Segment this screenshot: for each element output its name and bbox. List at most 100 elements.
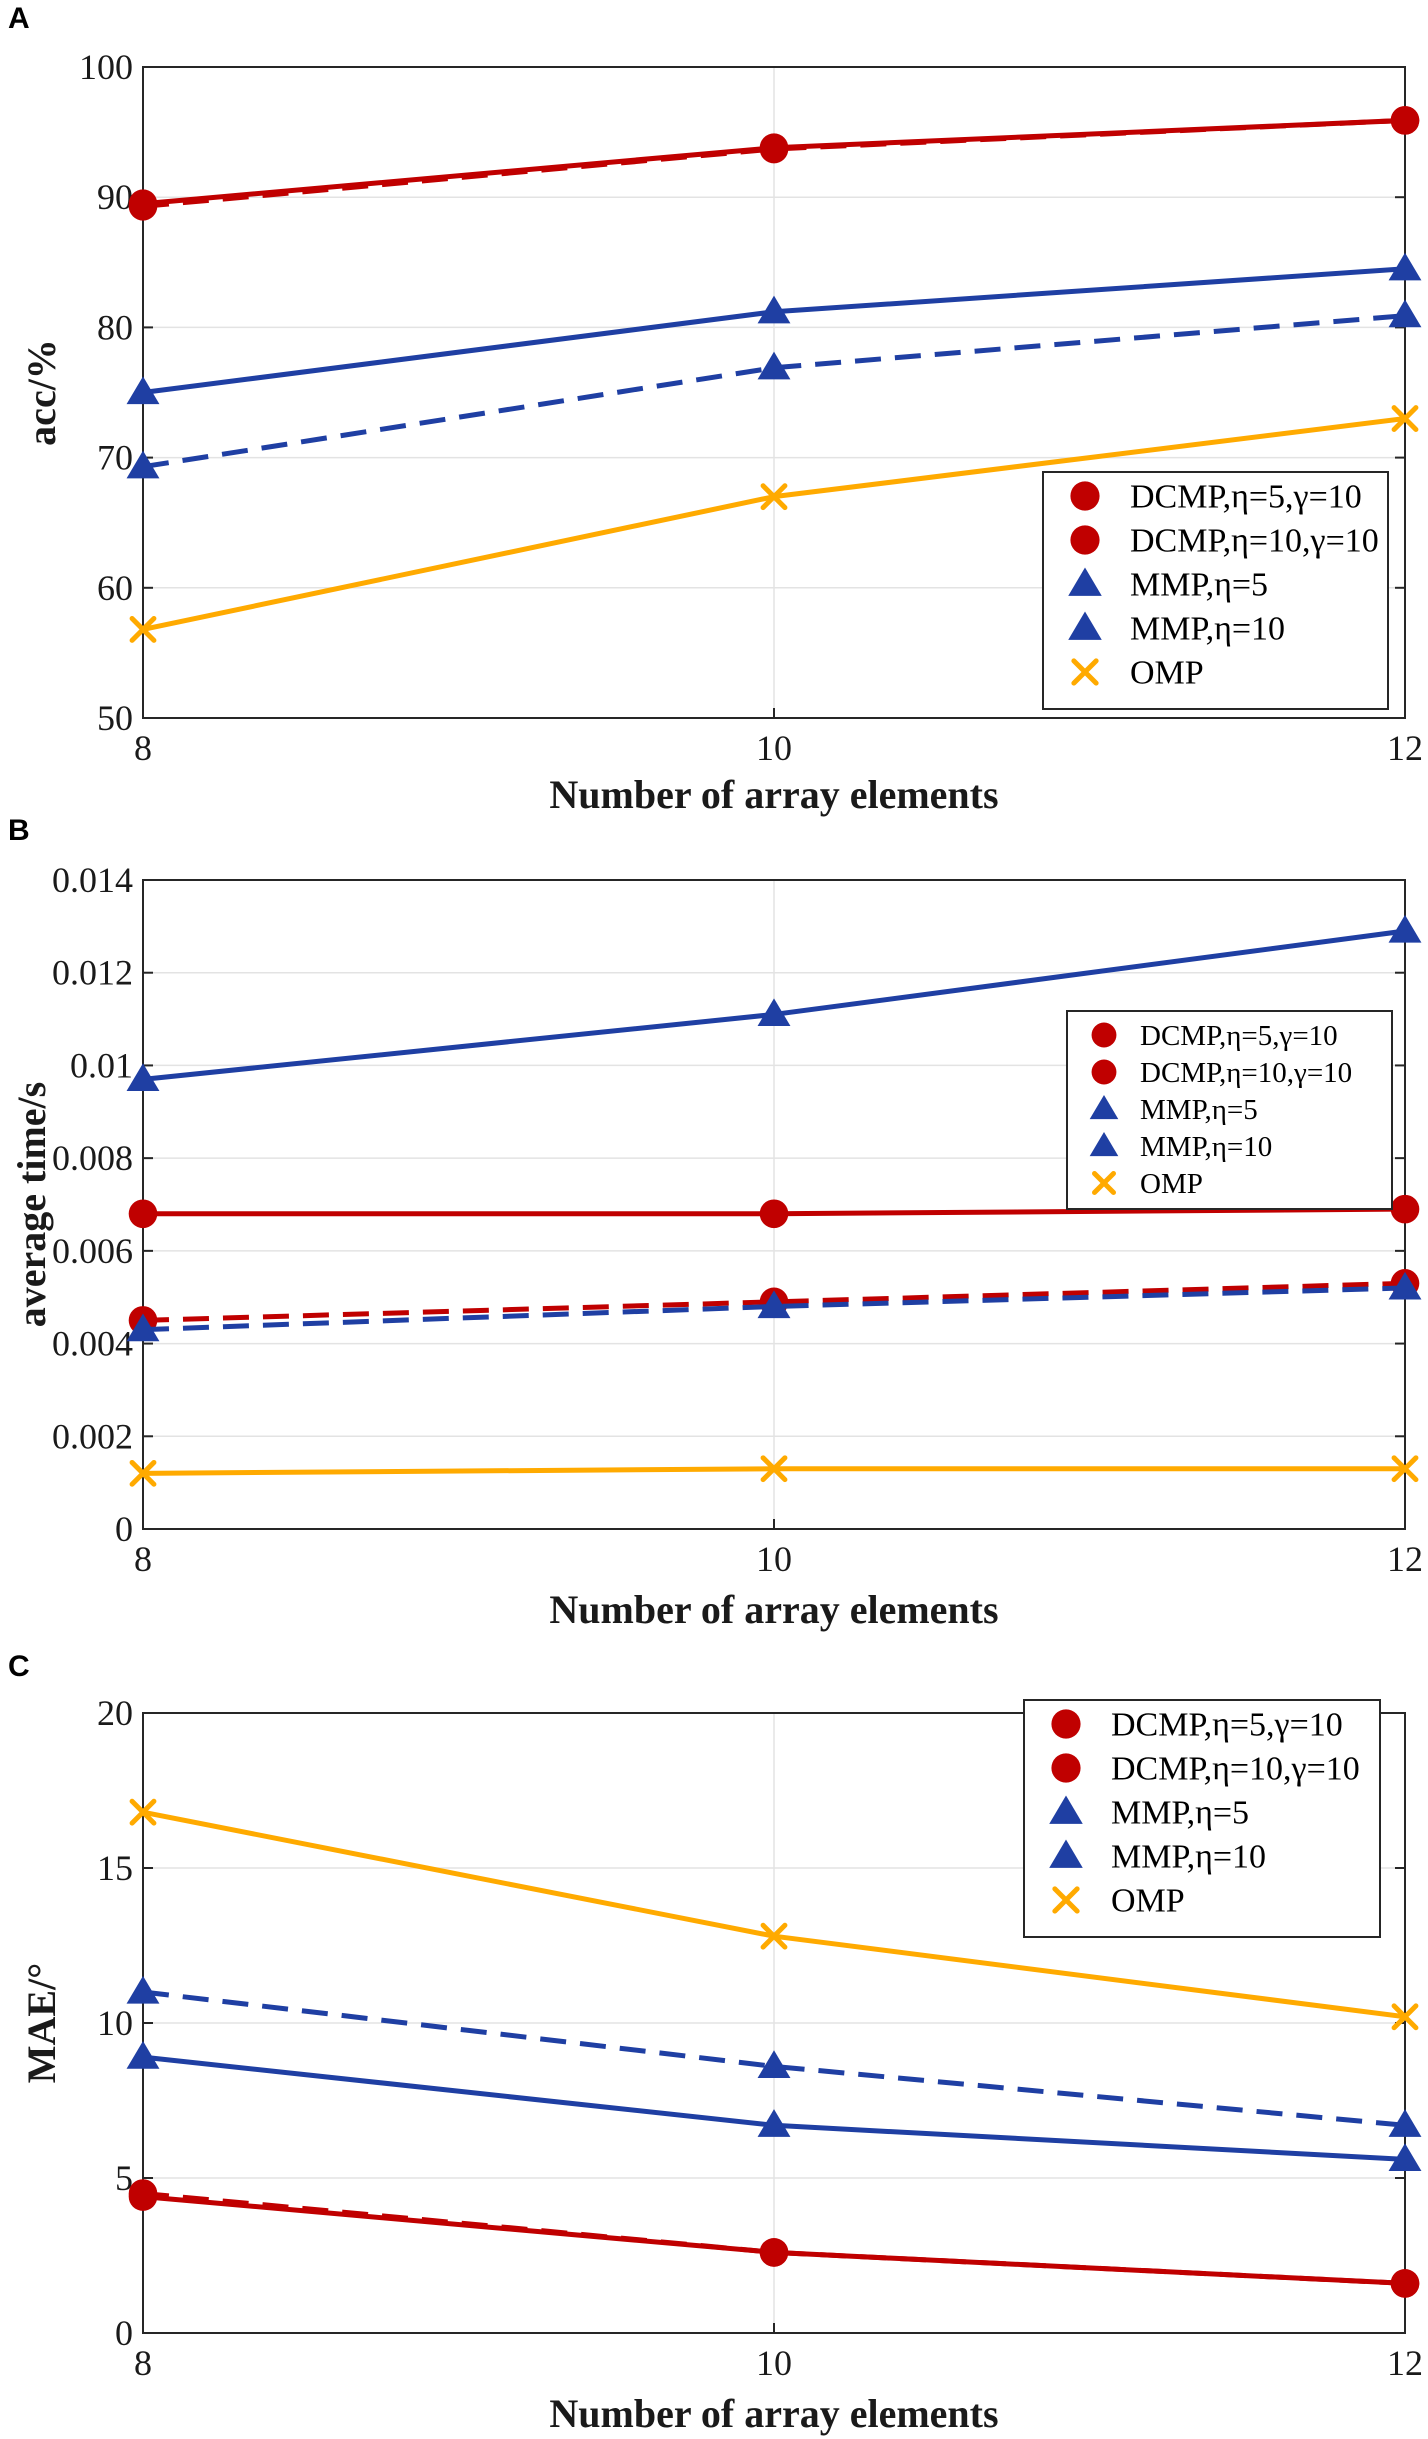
cross-marker — [1391, 1455, 1419, 1483]
triangle-marker — [1068, 611, 1102, 640]
x-tick-label: 8 — [134, 2343, 152, 2383]
circle-marker — [759, 1199, 789, 1229]
cross-marker — [760, 483, 788, 511]
chart-panel-b: B 0 0.002 0.004 0.006 0.008 0.01 0.012 0.014 8 10 1… — [8, 814, 1423, 1632]
triangle-marker — [126, 450, 160, 479]
cross-stroke — [760, 1455, 788, 1483]
cross-marker — [129, 616, 157, 643]
legend-box — [1066, 1010, 1393, 1210]
legend-item: DCMP,η=10,γ=10 — [1091, 1057, 1352, 1089]
circle-marker — [1091, 1022, 1117, 1048]
series-line — [142, 2191, 1406, 2286]
legend-label: DCMP,η=5,γ=10 — [1111, 1707, 1343, 1744]
triangle-marker — [757, 998, 791, 1027]
legend-item: MMP,η=10 — [1068, 611, 1285, 648]
triangle-marker — [126, 1313, 160, 1342]
circle-marker — [759, 2238, 789, 2267]
x-axis-label: Number of array elements — [549, 1587, 998, 1632]
circle-marker — [1070, 525, 1100, 555]
legend-label: MMP,η=10 — [1140, 1131, 1272, 1163]
legend-box — [1023, 1699, 1381, 1938]
y-tick-label: 50 — [97, 698, 133, 738]
legend-item: OMP — [1071, 655, 1204, 692]
triangle-marker — [1388, 2109, 1422, 2137]
triangle-marker — [1049, 1795, 1083, 1824]
legend-item: DCMP,η=10,γ=10 — [1070, 523, 1379, 560]
cross-stroke — [1091, 1170, 1117, 1196]
series-line — [142, 1280, 1406, 1323]
y-tick-label: 0.006 — [52, 1231, 133, 1271]
circle-marker — [1390, 1194, 1420, 1224]
x-tick-label: 10 — [756, 2343, 792, 2383]
triangle-marker — [757, 2109, 791, 2137]
x-tick-label: 12 — [1387, 728, 1423, 768]
cross-stroke — [1391, 2003, 1419, 2031]
legend-label: MMP,η=10 — [1130, 611, 1285, 648]
triangle-marker — [757, 295, 791, 324]
legend-label: DCMP,η=10,γ=10 — [1111, 1751, 1360, 1788]
triangle-marker — [757, 351, 791, 380]
series-dcmp-solid — [128, 1194, 1420, 1229]
cross-marker — [129, 1798, 157, 1826]
legend-label: DCMP,η=10,γ=10 — [1130, 523, 1379, 560]
y-tick-label: 10 — [97, 2003, 133, 2043]
circle-marker — [128, 2179, 158, 2208]
cross-marker — [1391, 405, 1419, 432]
triangle-marker — [126, 1975, 160, 2004]
series-omp-solid — [129, 1798, 1419, 2031]
legend-box — [1042, 471, 1389, 710]
triangle-marker — [757, 1290, 791, 1319]
series-mmp-solid — [126, 252, 1422, 405]
legend-label: DCMP,η=10,γ=10 — [1140, 1057, 1352, 1089]
y-tick-label: 0.002 — [52, 1416, 133, 1456]
cross-marker — [1071, 658, 1099, 686]
legend-item: OMP — [1052, 1883, 1185, 1920]
series-mmp-dashed — [126, 1271, 1422, 1342]
cross-stroke — [1391, 405, 1419, 432]
triangle-marker — [126, 2040, 160, 2069]
triangle-marker — [1388, 1271, 1422, 1300]
cross-stroke — [1071, 658, 1099, 686]
triangle-marker — [1068, 567, 1102, 596]
y-tick-label: 0 — [115, 1509, 133, 1549]
circle-marker — [1091, 1059, 1117, 1085]
legend-label: OMP — [1130, 655, 1204, 692]
x-tick-label: 12 — [1387, 1539, 1423, 1579]
series-mmp-dashed — [126, 299, 1422, 479]
legend: DCMP,η=5,γ=10 DCMP,η=10,γ=10 MMP,η=5 MMP,η=… — [1066, 1010, 1393, 1210]
legend-label: MMP,η=10 — [1111, 1839, 1266, 1876]
cross-marker — [760, 1922, 788, 1950]
cross-stroke — [1052, 1886, 1080, 1914]
y-tick-label: 90 — [97, 177, 133, 217]
x-tick-label: 8 — [134, 728, 152, 768]
series-line — [142, 1285, 1406, 1333]
x-tick-label: 12 — [1387, 2343, 1423, 2383]
triangle-marker — [1388, 299, 1422, 328]
x-axis-label: Number of array elements — [549, 2391, 998, 2436]
cross-marker — [1391, 2003, 1419, 2031]
series-line — [142, 313, 1406, 470]
series-line — [142, 117, 1406, 209]
y-tick-label: 0.01 — [70, 1045, 133, 1085]
circle-marker — [759, 134, 789, 164]
cross-marker — [1091, 1170, 1117, 1196]
series-dcmp-dashed — [128, 106, 1420, 221]
series-omp-solid — [129, 405, 1419, 643]
cross-marker — [760, 1455, 788, 1483]
panel-letter: C — [8, 1650, 30, 1683]
triangle-marker — [126, 1063, 160, 1091]
legend-label: DCMP,η=5,γ=10 — [1130, 479, 1362, 516]
x-tick-label: 8 — [134, 1539, 152, 1579]
circle-marker — [1390, 106, 1420, 135]
cross-stroke — [760, 1922, 788, 1950]
legend-label: DCMP,η=5,γ=10 — [1140, 1020, 1338, 1052]
cross-marker — [1052, 1886, 1080, 1914]
cross-stroke — [1391, 1455, 1419, 1483]
y-tick-label: 80 — [97, 307, 133, 347]
legend-label: MMP,η=5 — [1130, 567, 1268, 604]
legend-item: OMP — [1091, 1168, 1203, 1200]
series-mmp-solid — [126, 2040, 1422, 2172]
triangle-marker — [1089, 1094, 1119, 1120]
cross-marker — [129, 1459, 157, 1487]
legend-item: DCMP,η=5,γ=10 — [1070, 479, 1362, 516]
